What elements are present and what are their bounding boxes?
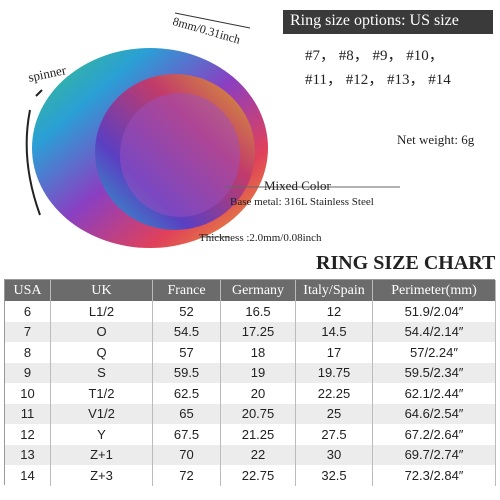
table-cell: 69.7/2.74″ — [373, 444, 496, 465]
table-cell: 20.75 — [221, 403, 296, 424]
table-cell: 12 — [296, 301, 373, 322]
table-cell: 62.5 — [153, 383, 221, 404]
table-cell: 17 — [296, 342, 373, 363]
table-title: RING SIZE CHART — [316, 252, 496, 274]
table-cell: 52 — [153, 301, 221, 322]
table-cell: 57 — [153, 342, 221, 363]
table-cell: V1/2 — [51, 403, 153, 424]
table-cell: S — [51, 362, 153, 383]
size-line: #11， #12， #13， #14 — [305, 72, 451, 88]
table-cell: 11 — [5, 403, 51, 424]
table-cell: 16.5 — [221, 301, 296, 322]
table-cell: 19.75 — [296, 362, 373, 383]
ring-illustration — [25, 10, 493, 248]
table-cell: 20 — [221, 383, 296, 404]
table-cell: 10 — [5, 383, 51, 404]
column-header: Italy/Spain — [296, 280, 373, 301]
table-cell: 67.5 — [153, 424, 221, 445]
table-cell: 59.5 — [153, 362, 221, 383]
table-cell: 25 — [296, 403, 373, 424]
table-cell: 14 — [5, 465, 51, 486]
column-header: UK — [51, 280, 153, 301]
table-cell: 6 — [5, 301, 51, 322]
table-cell: O — [51, 321, 153, 342]
column-header: USA — [5, 280, 51, 301]
net-weight: Net weight: 6g — [397, 132, 475, 147]
table-cell: Z+1 — [51, 444, 153, 465]
table-cell: 32.5 — [296, 465, 373, 486]
options-title: Ring size options: US size — [290, 12, 459, 29]
table-cell: 72 — [153, 465, 221, 486]
table-cell: 57/2.24″ — [373, 342, 496, 363]
table-cell: 27.5 — [296, 424, 373, 445]
table-cell: Q — [51, 342, 153, 363]
table-cell: 64.6/2.54″ — [373, 403, 496, 424]
table-cell: 22.75 — [221, 465, 296, 486]
color-label: Mixed Color — [264, 178, 331, 193]
table-cell: 14.5 — [296, 321, 373, 342]
table-cell: 65 — [153, 403, 221, 424]
table-cell: T1/2 — [51, 383, 153, 404]
table-cell: Z+3 — [51, 465, 153, 486]
thickness-label: Thickness :2.0mm/0.08inch — [199, 232, 322, 244]
column-header: Perimeter(mm) — [373, 280, 496, 301]
table-cell: 54.4/2.14″ — [373, 321, 496, 342]
table-cell: 59.5/2.34″ — [373, 362, 496, 383]
table-cell: 8 — [5, 342, 51, 363]
table-cell: 67.2/2.64″ — [373, 424, 496, 445]
table-cell: 9 — [5, 362, 51, 383]
table-cell: 13 — [5, 444, 51, 465]
metal-label: Base metal: 316L Stainless Steel — [230, 196, 374, 208]
table-cell: 12 — [5, 424, 51, 445]
table-cell: 22.25 — [296, 383, 373, 404]
table-cell: 21.25 — [221, 424, 296, 445]
table-cell: L1/2 — [51, 301, 153, 322]
column-header: France — [153, 280, 221, 301]
table-cell: Y — [51, 424, 153, 445]
size-table: USA UK France Germany Italy/Spain Perimeter(m… — [4, 279, 496, 486]
column-header: Germany — [221, 280, 296, 301]
table-cell: 72.3/2.84″ — [373, 465, 496, 486]
table-cell: 30 — [296, 444, 373, 465]
table-cell: 7 — [5, 321, 51, 342]
table-cell: 70 — [153, 444, 221, 465]
table-cell: 22 — [221, 444, 296, 465]
table-cell: 19 — [221, 362, 296, 383]
size-line: #7， #8， #9， #10， — [305, 48, 444, 64]
table-cell: 51.9/2.04″ — [373, 301, 496, 322]
table-cell: 17.25 — [221, 321, 296, 342]
table-cell: 18 — [221, 342, 296, 363]
table-cell: 62.1/2.44″ — [373, 383, 496, 404]
table-cell: 54.5 — [153, 321, 221, 342]
